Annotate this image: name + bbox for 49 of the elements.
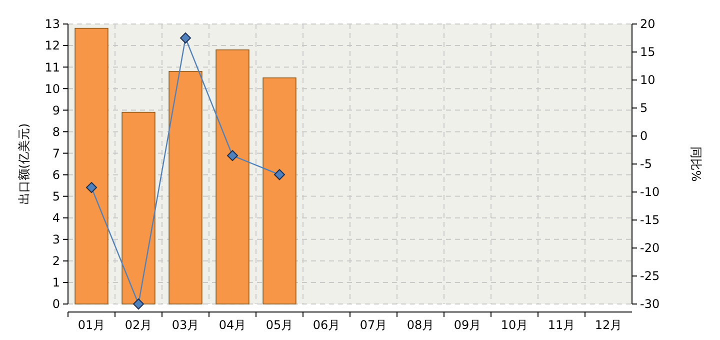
x-tick-label: 07月 bbox=[360, 318, 388, 332]
y2-tick-label: -5 bbox=[640, 157, 652, 172]
y2-tick-label: 10 bbox=[640, 73, 656, 88]
y-axis-title: 出口额(亿美元) bbox=[17, 123, 31, 205]
y-tick-label: 8 bbox=[52, 124, 60, 139]
x-tick-label: 03月 bbox=[172, 318, 200, 332]
bar bbox=[262, 77, 296, 304]
x-tick-label: 11月 bbox=[548, 318, 576, 332]
x-tick-label: 09月 bbox=[454, 318, 482, 332]
y-tick-label: 12 bbox=[44, 38, 60, 53]
y-tick-label: 5 bbox=[52, 190, 60, 204]
bar bbox=[216, 49, 250, 304]
y2-tick-label: -15 bbox=[640, 213, 660, 228]
bar bbox=[168, 70, 202, 304]
y-tick-label: 7 bbox=[52, 146, 60, 160]
point bbox=[227, 150, 238, 162]
point bbox=[133, 298, 144, 310]
y2-tick-label: 20 bbox=[640, 17, 656, 32]
y-tick-label: 6 bbox=[52, 168, 60, 182]
point bbox=[86, 182, 97, 194]
y2-axis-title: 同比% bbox=[689, 146, 703, 182]
point bbox=[274, 169, 285, 180]
y-tick-label: 0 bbox=[52, 297, 60, 312]
y2-tick-label: -20 bbox=[640, 241, 660, 256]
y2-tick-label: 0 bbox=[640, 129, 648, 144]
y2-tick-label: 15 bbox=[640, 45, 656, 60]
x-tick-label: 10月 bbox=[500, 318, 528, 332]
y-tick-label: 1 bbox=[52, 276, 60, 290]
y2-tick-label: -10 bbox=[640, 185, 660, 200]
bar bbox=[122, 112, 156, 304]
y-tick-label: 11 bbox=[44, 60, 60, 74]
y-tick-label: 3 bbox=[52, 232, 60, 247]
y-tick-label: 13 bbox=[44, 17, 60, 32]
x-tick-label: 02月 bbox=[124, 318, 152, 332]
x-tick-label: 12月 bbox=[594, 318, 622, 332]
y-tick-label: 2 bbox=[52, 254, 60, 268]
x-tick-label: 06月 bbox=[312, 318, 340, 332]
y2-tick-label: -25 bbox=[640, 269, 660, 284]
y2-tick-label: -30 bbox=[640, 297, 660, 312]
x-tick-label: 04月 bbox=[218, 318, 246, 332]
y-tick-label: 10 bbox=[44, 82, 60, 96]
x-tick-label: 08月 bbox=[406, 318, 434, 332]
y-tick-label: 9 bbox=[52, 103, 60, 118]
x-tick-label: 05月 bbox=[266, 318, 294, 332]
bar bbox=[74, 28, 108, 304]
y-tick-label: 4 bbox=[52, 211, 60, 226]
x-tick-label: 01月 bbox=[78, 318, 106, 332]
y2-tick-label: 5 bbox=[640, 101, 648, 116]
point bbox=[180, 32, 191, 44]
